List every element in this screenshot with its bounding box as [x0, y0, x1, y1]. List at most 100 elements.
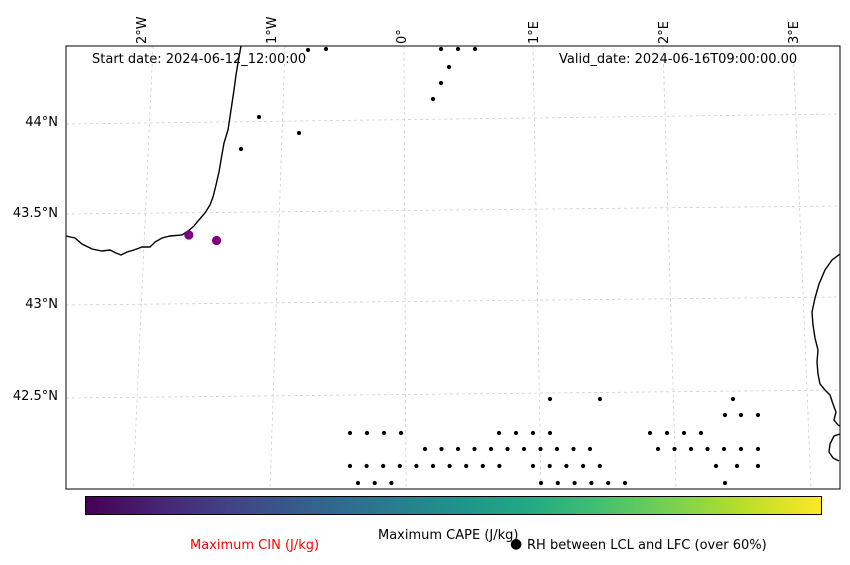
rh-marker — [497, 463, 502, 469]
coastline-southeast — [828, 433, 841, 462]
lat-label: 42.5°N — [12, 389, 58, 404]
lon-label: 2°E — [657, 21, 672, 44]
lat-label: 43°N — [25, 297, 58, 312]
lat-label: 44°N — [25, 115, 58, 130]
rh-marker — [430, 463, 436, 469]
rh-marker — [347, 463, 353, 469]
rh-marker — [722, 480, 728, 486]
rh-marker — [755, 463, 761, 469]
rh-marker — [581, 463, 586, 469]
rh-marker — [622, 480, 628, 486]
rh-marker — [472, 446, 477, 452]
rh-marker — [722, 412, 728, 418]
lat-label: 43.5°N — [12, 206, 58, 221]
rh-marker — [296, 130, 302, 136]
rh-marker — [438, 46, 444, 52]
rh-marker — [464, 463, 469, 469]
rh-markers — [238, 46, 761, 486]
rh-marker — [589, 480, 594, 486]
rh-marker — [422, 446, 428, 452]
colorbar-label: Maximum CAPE (J/kg) — [378, 528, 519, 543]
rh-marker — [496, 430, 502, 436]
rh-marker — [755, 446, 761, 452]
rh-marker — [488, 446, 494, 452]
cape-colorbar — [85, 496, 822, 515]
rh-marker — [513, 430, 519, 436]
rh-marker — [664, 430, 670, 436]
rh-marker — [364, 463, 369, 469]
rh-marker — [572, 480, 577, 486]
rh-marker — [564, 463, 569, 469]
rh-marker — [381, 430, 387, 436]
rh-marker — [372, 480, 377, 486]
rh-marker — [447, 463, 452, 469]
valid-date-label: Valid_date: 2024-06-16T09:00:00.00 — [559, 52, 798, 67]
rh-legend-marker: ● — [510, 536, 523, 552]
parallel-line — [65, 389, 841, 399]
rh-marker — [347, 430, 353, 436]
map-border — [65, 45, 841, 490]
meridian-line — [792, 45, 812, 490]
rh-marker — [530, 430, 536, 436]
rh-marker — [554, 446, 560, 452]
rh-marker — [655, 446, 661, 452]
rh-marker — [414, 463, 419, 469]
rh-marker — [355, 480, 361, 486]
lon-label: 0° — [395, 29, 410, 44]
meridian-line — [403, 45, 407, 490]
rh-marker — [430, 96, 436, 102]
start-date-label: Start date: 2024-06-12_12:00:00 — [92, 52, 307, 67]
coastline-west — [65, 45, 242, 256]
cin-legend-label: Maximum CIN (J/kg) — [190, 538, 320, 553]
meridian-line — [662, 45, 677, 490]
rh-marker — [547, 396, 553, 402]
rh-marker — [571, 446, 576, 452]
rh-marker — [597, 463, 602, 469]
rh-marker — [555, 480, 560, 486]
rh-marker — [398, 430, 404, 436]
rh-marker — [734, 463, 740, 469]
rh-marker — [530, 463, 536, 469]
meridian-line — [132, 45, 154, 490]
rh-marker — [389, 480, 394, 486]
rh-marker — [681, 430, 687, 436]
rh-marker — [439, 446, 444, 452]
rh-marker — [305, 47, 311, 53]
cin-point — [211, 235, 222, 246]
coastline-east — [811, 253, 841, 427]
rh-marker — [505, 446, 510, 452]
rh-marker — [455, 446, 461, 452]
cin-point — [184, 230, 194, 240]
rh-marker — [606, 480, 611, 486]
parallel-line — [65, 205, 841, 215]
graticule — [65, 45, 841, 490]
lon-label: 1°W — [265, 16, 280, 44]
rh-marker — [713, 463, 719, 469]
rh-marker — [738, 412, 744, 418]
rh-marker — [547, 430, 553, 436]
rh-marker — [547, 463, 552, 469]
rh-marker — [597, 396, 603, 402]
rh-marker — [538, 446, 543, 452]
parallel-line — [65, 113, 841, 125]
meridian-line — [269, 45, 286, 490]
rh-marker — [705, 446, 710, 452]
rh-marker — [256, 114, 262, 120]
rh-marker — [438, 80, 444, 86]
rh-marker — [587, 446, 593, 452]
coastline — [65, 45, 841, 462]
rh-marker — [647, 430, 653, 436]
meridian-line — [532, 45, 542, 490]
lon-label: 1°E — [527, 21, 542, 44]
rh-marker — [455, 46, 461, 52]
cin-points — [184, 230, 222, 246]
lon-label: 2°W — [135, 16, 150, 44]
rh-marker — [730, 396, 736, 402]
rh-marker — [480, 463, 485, 469]
rh-marker — [238, 146, 244, 152]
rh-marker — [688, 446, 694, 452]
rh-marker — [538, 480, 544, 486]
rh-marker — [738, 446, 744, 452]
rh-marker — [698, 430, 704, 436]
